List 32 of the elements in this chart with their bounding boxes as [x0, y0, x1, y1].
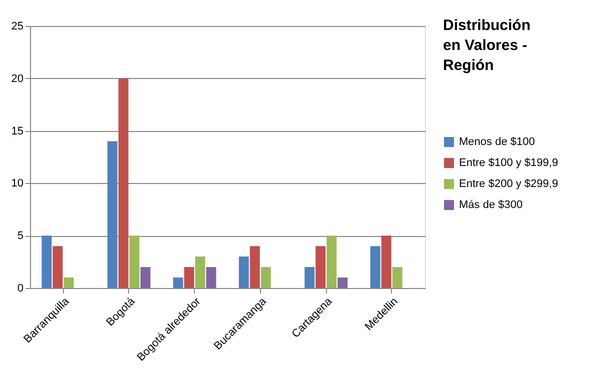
bar	[107, 141, 118, 288]
bar	[195, 256, 206, 288]
legend-label: Menos de $100	[459, 136, 535, 148]
bar	[338, 278, 348, 288]
bar	[42, 236, 52, 288]
y-tick-label: 25	[11, 20, 24, 32]
y-tick-label: 15	[11, 125, 24, 138]
bar	[381, 236, 392, 288]
bar	[64, 278, 74, 288]
bar	[316, 246, 326, 288]
y-tick-label: 10	[11, 178, 24, 190]
bar	[238, 256, 249, 288]
legend-label: Entre $200 y $299,9	[459, 178, 558, 190]
y-tick-label: 20	[11, 72, 24, 85]
legend-label: Más de $300	[459, 199, 523, 212]
bar	[118, 78, 128, 288]
bar	[370, 246, 380, 288]
bar	[206, 267, 216, 288]
bar	[304, 267, 315, 288]
y-tick-label: 0	[17, 282, 24, 294]
bar	[250, 246, 260, 288]
bar	[129, 236, 140, 288]
bar	[173, 278, 184, 288]
legend-label: Entre $100 y $199,9	[459, 157, 558, 170]
text: Distribución en Valores - Región	[443, 17, 531, 74]
bar	[326, 236, 337, 288]
bar	[260, 267, 271, 288]
y-tick-label: 5	[17, 230, 24, 242]
bar	[140, 267, 150, 288]
bar	[52, 246, 63, 288]
bar	[184, 267, 194, 288]
bar	[392, 267, 402, 288]
